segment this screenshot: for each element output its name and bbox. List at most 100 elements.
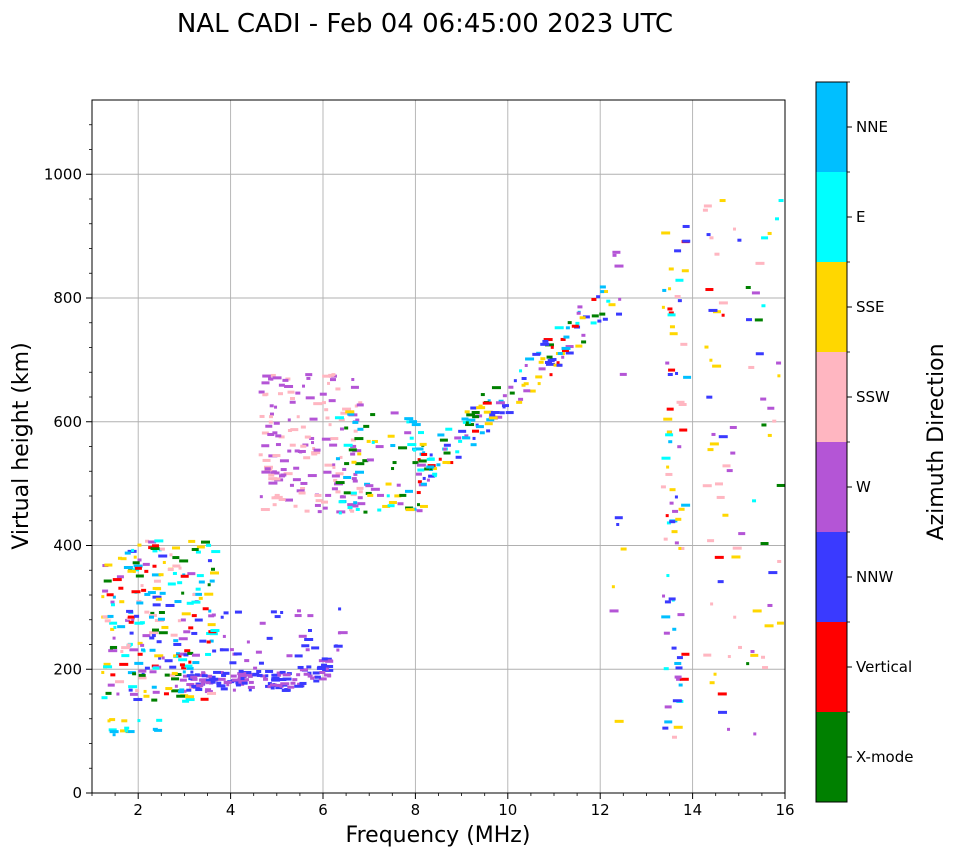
echo-point [677, 299, 682, 303]
echo-point [221, 673, 227, 677]
echo-point [264, 467, 271, 471]
echo-point [419, 442, 427, 446]
echo-point [437, 433, 445, 437]
echo-point [674, 249, 682, 253]
echo-point [479, 431, 485, 435]
echo-point [283, 472, 293, 476]
echo-point [371, 439, 378, 443]
echo-point [443, 451, 451, 455]
echo-point [754, 318, 763, 322]
echo-point [173, 642, 182, 646]
echo-point [439, 438, 448, 442]
echo-point [121, 719, 128, 723]
echo-point [142, 634, 151, 638]
echo-point [258, 661, 264, 665]
echo-point [144, 592, 151, 596]
echo-point [174, 600, 182, 604]
colorbar-label: Azimuth Direction [924, 343, 949, 540]
echo-point [277, 392, 283, 396]
echo-point [151, 685, 157, 689]
echo-point [706, 395, 713, 399]
echo-point [195, 688, 203, 692]
echo-point [311, 646, 320, 650]
echo-point [575, 321, 580, 325]
echo-point [124, 728, 128, 732]
x-axis-label: Frequency (MHz) [346, 823, 531, 848]
echo-point [222, 634, 226, 638]
echo-point [472, 415, 480, 419]
echo-point [767, 231, 772, 235]
echo-point [351, 378, 355, 382]
echo-point [296, 489, 305, 493]
echo-point [185, 698, 195, 702]
echo-point [661, 615, 671, 619]
echo-point [363, 510, 368, 514]
echo-point [279, 459, 289, 463]
echo-point [355, 418, 360, 422]
echo-point [350, 452, 356, 456]
echo-point [270, 610, 277, 614]
echo-point [340, 495, 344, 499]
echo-point [169, 665, 177, 669]
echo-point [537, 382, 541, 386]
echo-point [178, 658, 188, 662]
echo-point [342, 407, 352, 411]
echo-point [476, 414, 483, 418]
echo-point [353, 472, 358, 476]
colorbar-segment-sse [816, 262, 847, 352]
echo-point [127, 569, 135, 573]
echo-point [523, 382, 529, 386]
echo-point [604, 290, 609, 294]
echo-point [259, 495, 263, 499]
echo-point [665, 514, 669, 518]
echo-point [318, 677, 327, 681]
echo-point [248, 688, 252, 692]
echo-point [714, 555, 724, 559]
echo-point [596, 295, 601, 299]
echo-point [490, 411, 500, 415]
y-tick-label: 1000 [44, 165, 82, 183]
echo-point [170, 633, 178, 637]
echo-point [336, 648, 340, 652]
echo-point [124, 726, 130, 730]
echo-point [465, 421, 469, 425]
echo-point [335, 481, 345, 485]
echo-point [282, 673, 291, 677]
echo-point [426, 465, 435, 469]
colorbar-tick-label: E [856, 208, 865, 226]
echo-point [290, 397, 296, 401]
echo-point [682, 239, 691, 243]
echo-point [665, 433, 674, 437]
echo-point [235, 681, 239, 685]
echo-point [663, 537, 668, 541]
echo-point [268, 481, 278, 485]
x-tick-label: 2 [133, 801, 143, 819]
echo-point [161, 625, 169, 629]
echo-point [284, 384, 294, 388]
echo-point [118, 586, 124, 590]
echo-point [116, 692, 120, 696]
echo-point [470, 406, 477, 410]
echo-point [561, 349, 569, 353]
x-tick-label: 16 [775, 801, 794, 819]
echo-point [201, 674, 208, 678]
echo-point [509, 391, 515, 395]
echo-point [126, 609, 134, 613]
echo-point [417, 480, 422, 484]
echo-point [132, 672, 137, 676]
echo-point [148, 614, 157, 618]
colorbar-segment-nne [816, 82, 847, 172]
echo-point [294, 654, 303, 658]
echo-point [186, 666, 194, 670]
echo-point [707, 448, 714, 452]
echo-point [433, 474, 437, 478]
echo-point [334, 644, 338, 648]
echo-point [186, 601, 194, 605]
echo-point [211, 550, 221, 554]
echo-point [262, 374, 272, 378]
echo-point [417, 431, 424, 435]
echo-point [278, 435, 285, 439]
echo-point [597, 319, 602, 323]
echo-point [538, 367, 546, 371]
echo-point [280, 610, 284, 614]
